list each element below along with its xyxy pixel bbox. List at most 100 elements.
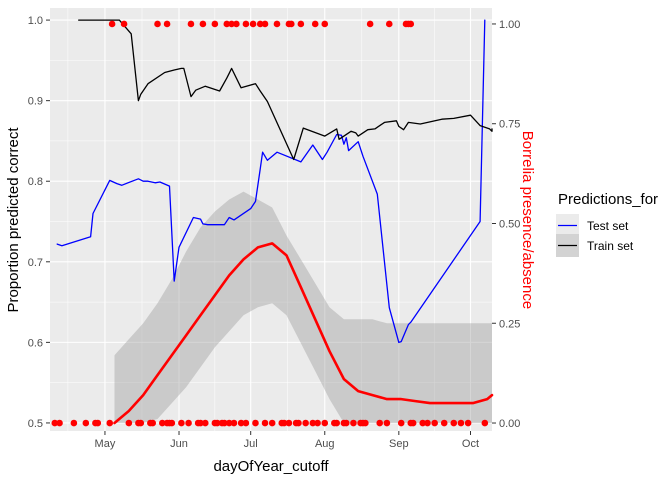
train-set-line bbox=[78, 19, 493, 161]
absence-point bbox=[481, 419, 489, 427]
absence-point bbox=[440, 419, 448, 427]
presence-point bbox=[187, 20, 195, 28]
x-tick-label: Aug bbox=[315, 438, 335, 450]
presence-point bbox=[366, 20, 374, 28]
test-set-line bbox=[56, 19, 486, 344]
presence-point bbox=[311, 20, 319, 28]
confidence-band-area bbox=[114, 191, 492, 423]
absence-point bbox=[419, 419, 427, 427]
major-gridlines bbox=[50, 8, 492, 431]
left-y-tick-label: 0.9 bbox=[28, 96, 43, 108]
left-y-tick-label: 0.8 bbox=[28, 176, 43, 188]
absence-point bbox=[321, 419, 329, 427]
presence-point bbox=[120, 20, 128, 28]
legend: Predictions_for Test set Train set bbox=[556, 191, 658, 257]
x-axis: May Jun Jul Aug Sep Oct bbox=[95, 431, 479, 450]
absence-point bbox=[82, 419, 90, 427]
absence-point bbox=[237, 419, 245, 427]
absence-point bbox=[409, 419, 417, 427]
absence-point bbox=[168, 419, 176, 427]
legend-title: Predictions_for bbox=[558, 191, 658, 208]
presence-point bbox=[108, 20, 116, 28]
right-y-tick-label: 0.75 bbox=[499, 119, 520, 131]
absence-point bbox=[397, 419, 405, 427]
absence-point bbox=[450, 419, 458, 427]
right-y-tick-label: 0.00 bbox=[499, 418, 520, 430]
x-tick-label: Jun bbox=[170, 438, 188, 450]
minor-gridlines bbox=[50, 8, 492, 431]
absence-point bbox=[230, 419, 238, 427]
presence-point bbox=[321, 20, 329, 28]
absence-point bbox=[56, 419, 63, 427]
left-y-tick-label: 0.6 bbox=[28, 337, 43, 349]
right-y-axis: 0.00 0.25 0.50 0.75 1.00 bbox=[492, 19, 520, 430]
absence-point bbox=[125, 419, 133, 427]
right-y-axis-label: Borrelia presence/absence bbox=[519, 131, 536, 309]
absence-point bbox=[464, 419, 472, 427]
absence-point bbox=[225, 419, 233, 427]
absence-point bbox=[342, 419, 350, 427]
confidence-band bbox=[114, 191, 492, 423]
absence-point bbox=[302, 419, 309, 427]
absence-point bbox=[280, 419, 288, 427]
left-y-axis-label: Proportion predicted correct bbox=[5, 127, 22, 313]
absence-point bbox=[197, 419, 204, 427]
absence-point bbox=[268, 419, 276, 427]
absence-point bbox=[261, 419, 269, 427]
absence-point bbox=[158, 419, 166, 427]
absence-point bbox=[376, 419, 384, 427]
absence-point bbox=[333, 419, 341, 427]
left-y-tick-label: 0.5 bbox=[28, 418, 43, 430]
right-y-tick-label: 0.50 bbox=[499, 218, 520, 230]
absence-point bbox=[252, 419, 259, 427]
absence-point bbox=[185, 419, 192, 427]
absence-point bbox=[178, 419, 185, 427]
absence-point bbox=[106, 419, 114, 427]
x-tick-label: Oct bbox=[462, 438, 479, 450]
right-y-tick-label: 1.00 bbox=[499, 19, 520, 31]
presence-point bbox=[273, 20, 281, 28]
presence-point bbox=[154, 20, 161, 28]
absence-point bbox=[201, 419, 209, 427]
absence-point bbox=[94, 419, 102, 427]
absence-point bbox=[70, 419, 78, 427]
absence-point bbox=[295, 419, 302, 427]
presence-point bbox=[385, 20, 393, 28]
right-y-tick-label: 0.25 bbox=[499, 318, 520, 330]
series-lines bbox=[56, 19, 494, 425]
presence-point bbox=[256, 20, 264, 28]
absence-point bbox=[242, 419, 250, 427]
legend-label-test-set: Test set bbox=[587, 219, 629, 233]
presence-point bbox=[407, 20, 415, 28]
presence-point bbox=[288, 20, 295, 28]
absence-point bbox=[350, 419, 357, 427]
legend-label-train-set: Train set bbox=[587, 239, 634, 253]
absence-point bbox=[362, 419, 369, 427]
left-y-axis: 0.5 0.6 0.7 0.8 0.9 1.0 bbox=[28, 15, 50, 430]
absence-point bbox=[213, 419, 221, 427]
absence-point bbox=[221, 419, 228, 427]
presence-points bbox=[51, 20, 489, 427]
x-tick-label: Sep bbox=[389, 438, 409, 450]
presence-point bbox=[297, 20, 305, 28]
presence-point bbox=[228, 20, 235, 28]
absence-point bbox=[285, 419, 293, 427]
plot-panel bbox=[50, 8, 492, 431]
presence-point bbox=[249, 20, 257, 28]
absence-point bbox=[383, 419, 391, 427]
presence-point bbox=[261, 20, 269, 28]
absence-point bbox=[51, 419, 59, 427]
presence-point bbox=[211, 20, 219, 28]
x-tick-label: Jul bbox=[244, 438, 258, 450]
presence-point bbox=[223, 20, 231, 28]
left-y-tick-label: 0.7 bbox=[28, 257, 43, 269]
presence-point bbox=[199, 20, 207, 28]
x-tick-label: May bbox=[95, 438, 116, 450]
absence-point bbox=[431, 419, 438, 427]
smooth-fit-line bbox=[113, 242, 494, 425]
absence-point bbox=[137, 419, 145, 427]
absence-point bbox=[149, 419, 157, 427]
presence-point bbox=[242, 20, 250, 28]
presence-point bbox=[163, 20, 171, 28]
